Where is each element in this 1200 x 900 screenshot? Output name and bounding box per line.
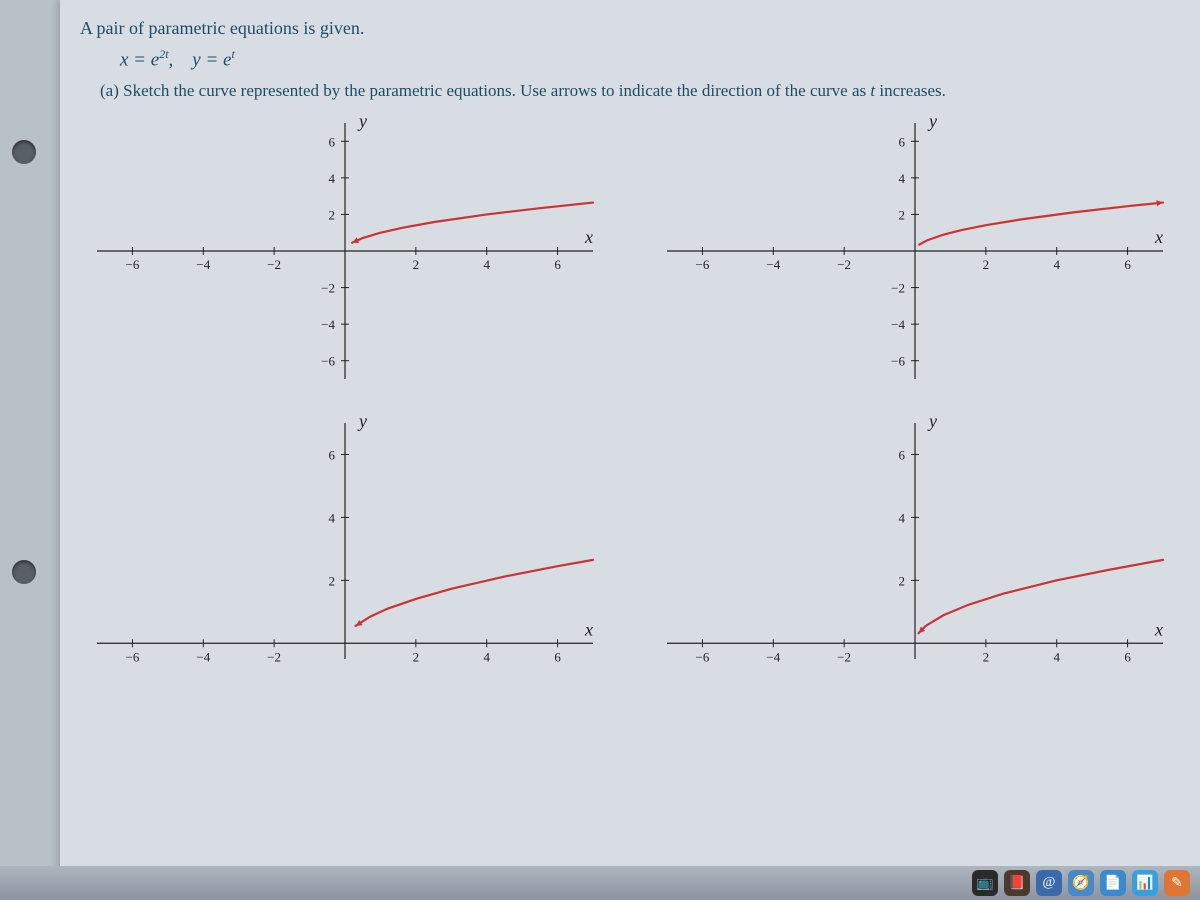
chart-top-left: −6 −4 −2 2 4 6 −6 −4 −2 2 4 6 x y	[85, 111, 605, 391]
part-a-text: (a) Sketch the curve represented by the …	[100, 81, 1180, 101]
svg-text:2: 2	[329, 208, 336, 223]
chart-bottom-right: −6 −4 −2 2 4 6 2 4 6 x y	[655, 411, 1175, 671]
svg-text:4: 4	[329, 171, 336, 186]
tv-icon[interactable]: 📺	[972, 870, 998, 896]
svg-text:x: x	[1154, 227, 1163, 247]
svg-text:y: y	[357, 111, 367, 131]
svg-text:−2: −2	[267, 257, 281, 272]
svg-text:y: y	[927, 411, 937, 431]
svg-text:x: x	[1154, 620, 1163, 640]
svg-text:y: y	[927, 111, 937, 131]
svg-text:−4: −4	[766, 650, 780, 665]
svg-text:−2: −2	[267, 650, 281, 665]
chart-icon[interactable]: 📊	[1132, 870, 1158, 896]
svg-text:6: 6	[554, 257, 561, 272]
svg-text:−6: −6	[321, 354, 335, 369]
svg-text:2: 2	[983, 650, 990, 665]
charts-row-bottom: −6 −4 −2 2 4 6 2 4 6 x y −6 −4 −2 2 4 6 2 4 6 x y	[60, 411, 1200, 671]
svg-text:−2: −2	[891, 281, 905, 296]
charts-row-top: −6 −4 −2 2 4 6 −6 −4 −2 2 4 6 x y −6 −4 −2 2 4 6 −6 −4 −2 2 4 6 x…	[60, 111, 1200, 391]
eq-sep: ,	[169, 49, 174, 70]
problem-intro: A pair of parametric equations is given.	[80, 18, 1180, 39]
svg-text:−6: −6	[891, 354, 905, 369]
macos-dock: 📺📕@🧭📄📊✎	[0, 866, 1200, 900]
svg-text:−4: −4	[196, 257, 210, 272]
svg-text:6: 6	[329, 448, 336, 463]
svg-text:−2: −2	[321, 281, 335, 296]
eq-y-exp: t	[231, 47, 234, 61]
svg-text:4: 4	[899, 171, 906, 186]
svg-text:4: 4	[329, 511, 336, 526]
svg-text:4: 4	[899, 511, 906, 526]
at-icon[interactable]: @	[1036, 870, 1062, 896]
safari-icon[interactable]: 🧭	[1068, 870, 1094, 896]
svg-text:−4: −4	[766, 257, 780, 272]
svg-text:x: x	[584, 227, 593, 247]
svg-text:−4: −4	[891, 317, 905, 332]
eq-x-exp: 2t	[159, 47, 168, 61]
chart-bottom-left: −6 −4 −2 2 4 6 2 4 6 x y	[85, 411, 605, 671]
svg-text:y: y	[357, 411, 367, 431]
edit-icon[interactable]: ✎	[1164, 870, 1190, 896]
svg-text:2: 2	[413, 650, 420, 665]
svg-text:4: 4	[483, 257, 490, 272]
svg-text:2: 2	[899, 208, 906, 223]
svg-text:−2: −2	[837, 257, 851, 272]
eq-y: y = e	[192, 49, 231, 70]
book-icon[interactable]: 📕	[1004, 870, 1030, 896]
svg-text:6: 6	[899, 448, 906, 463]
eq-x: x = e	[120, 49, 159, 70]
svg-text:4: 4	[1053, 257, 1060, 272]
svg-text:−6: −6	[126, 650, 140, 665]
svg-text:2: 2	[329, 574, 336, 589]
parametric-equations: x = e2t, y = et	[120, 47, 1180, 71]
svg-text:−6: −6	[126, 257, 140, 272]
svg-text:4: 4	[1053, 650, 1060, 665]
svg-text:−6: −6	[696, 650, 710, 665]
svg-text:−4: −4	[321, 317, 335, 332]
svg-text:6: 6	[554, 650, 561, 665]
svg-text:6: 6	[899, 135, 906, 150]
svg-text:6: 6	[1124, 650, 1131, 665]
svg-text:x: x	[584, 620, 593, 640]
svg-text:6: 6	[1124, 257, 1131, 272]
svg-text:−6: −6	[696, 257, 710, 272]
svg-text:6: 6	[329, 135, 336, 150]
page: A pair of parametric equations is given.…	[60, 0, 1200, 888]
svg-text:4: 4	[483, 650, 490, 665]
files-icon[interactable]: 📄	[1100, 870, 1126, 896]
svg-text:−2: −2	[837, 650, 851, 665]
svg-text:−4: −4	[196, 650, 210, 665]
chart-top-right: −6 −4 −2 2 4 6 −6 −4 −2 2 4 6 x y	[655, 111, 1175, 391]
svg-text:2: 2	[413, 257, 420, 272]
svg-text:2: 2	[983, 257, 990, 272]
svg-text:2: 2	[899, 574, 906, 589]
